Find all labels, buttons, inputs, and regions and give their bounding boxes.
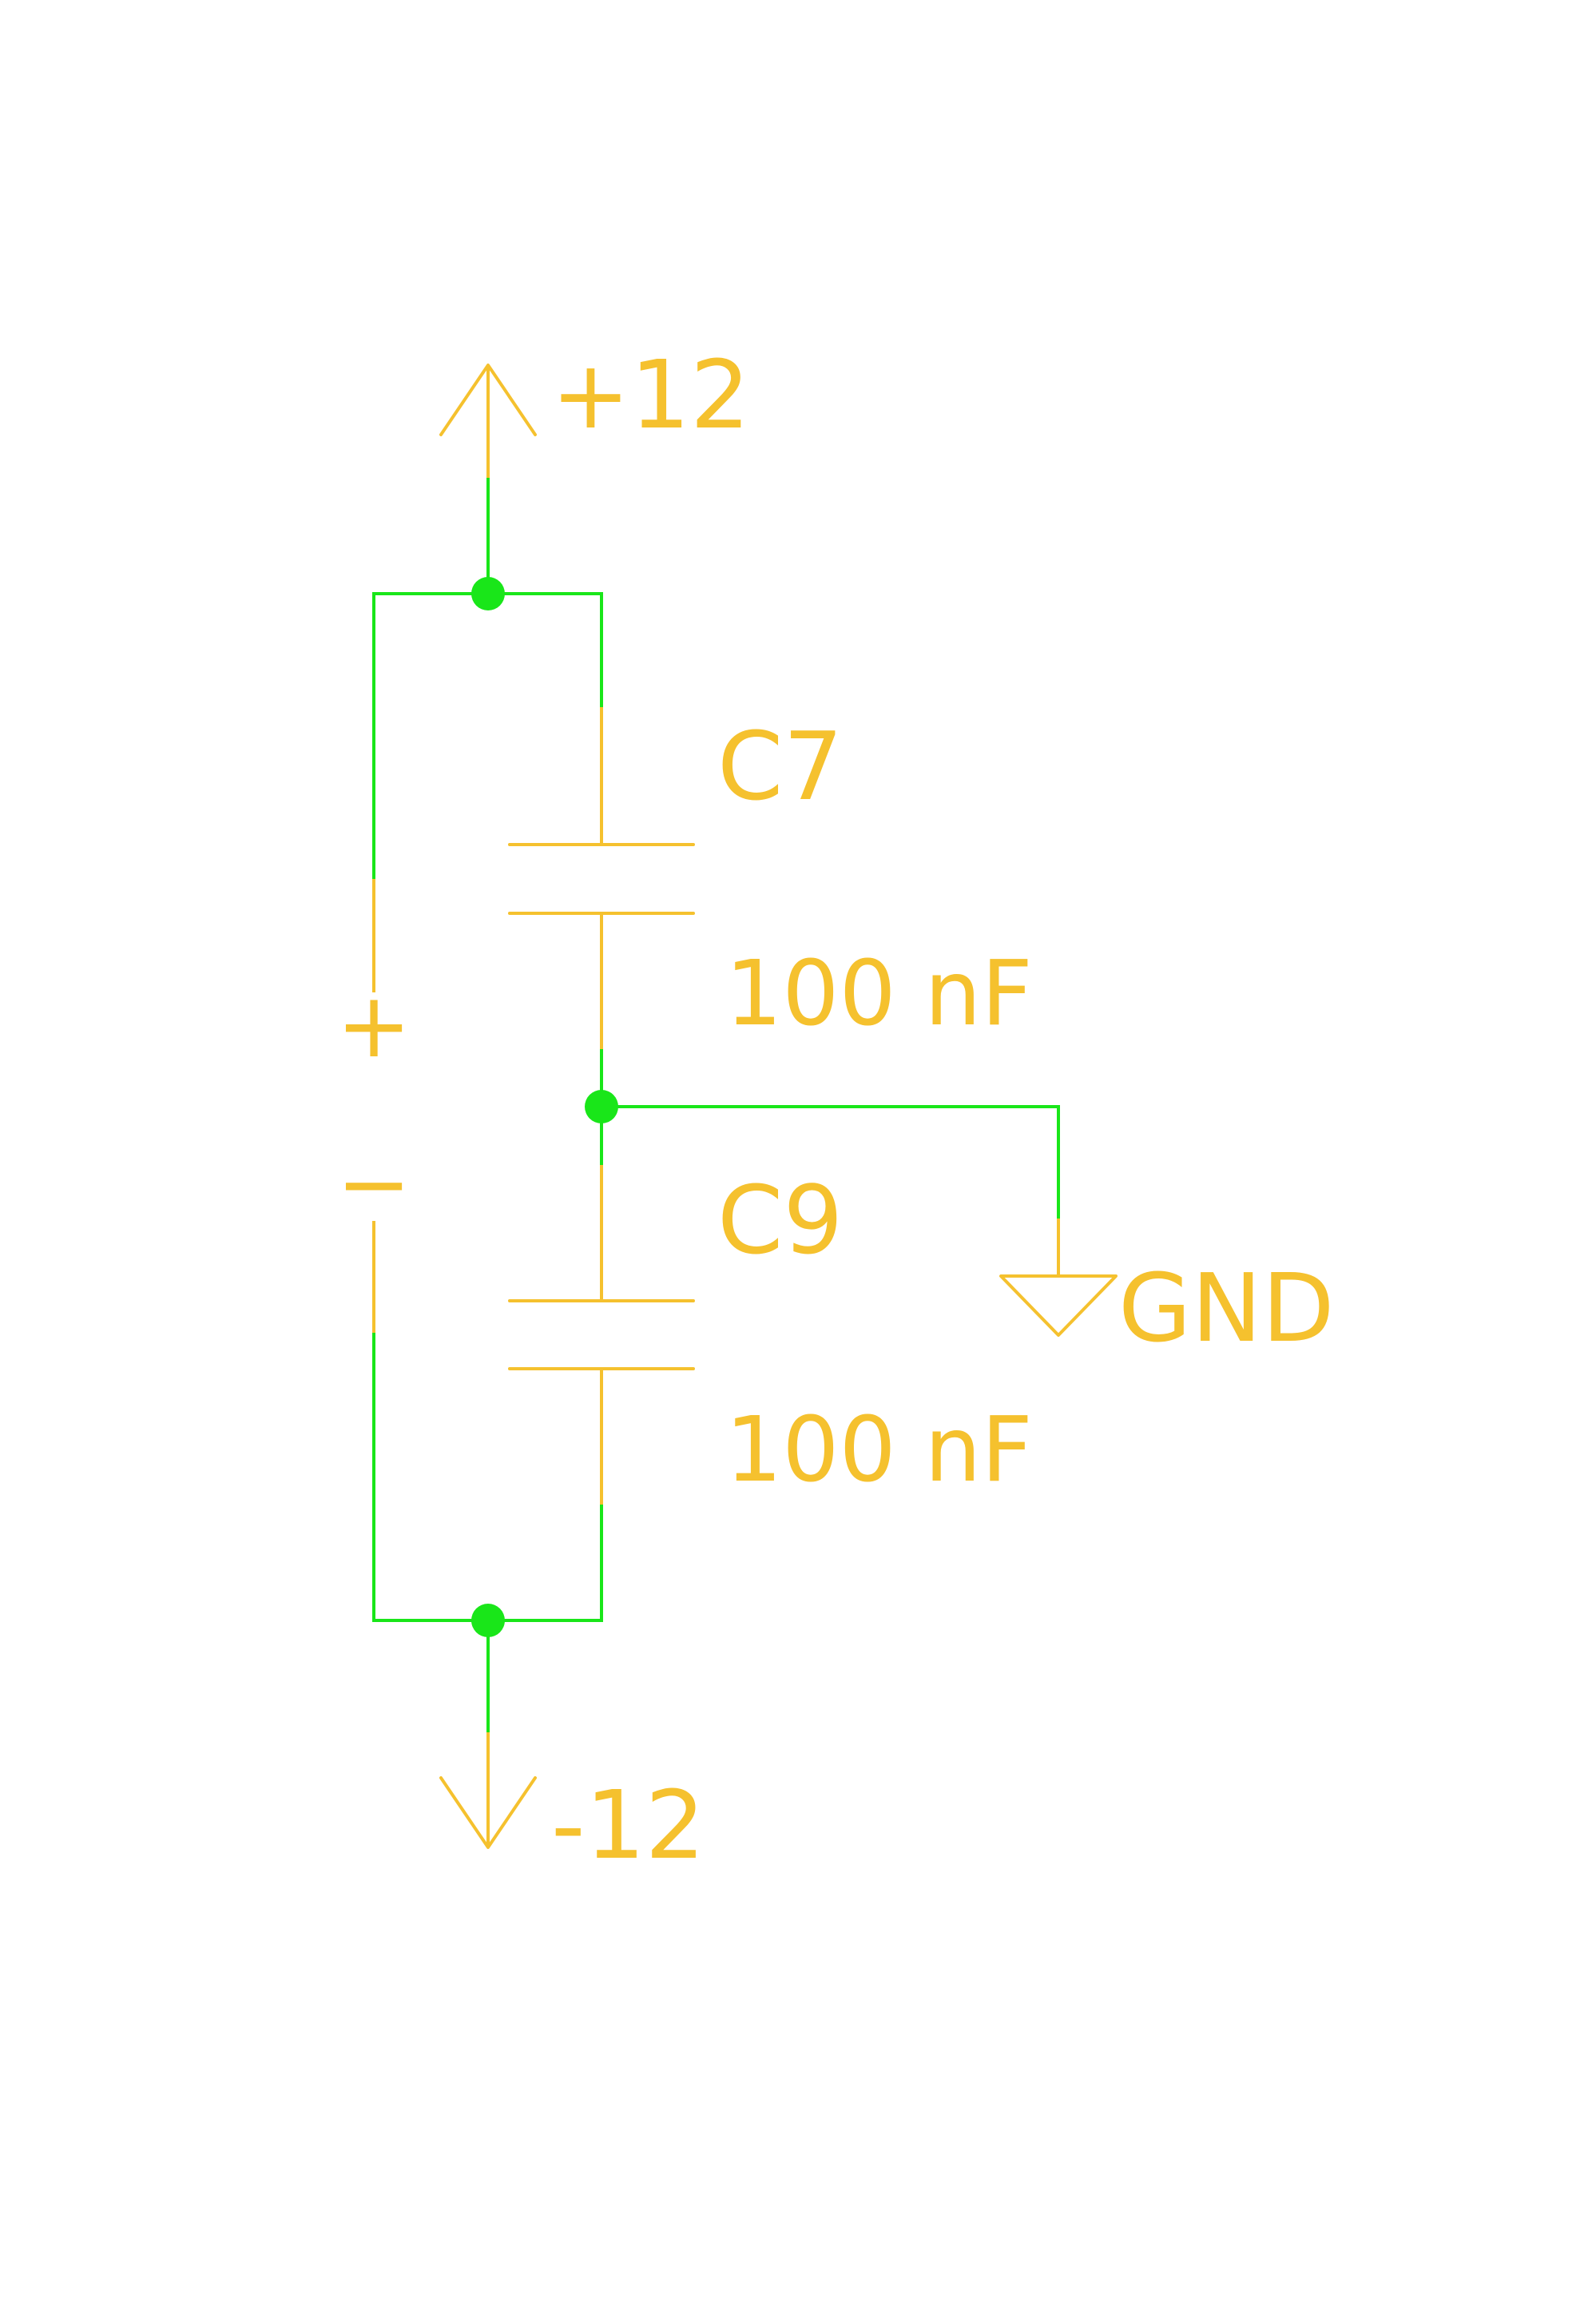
wire-top-net xyxy=(372,478,603,881)
capacitor-c9 xyxy=(508,1165,695,1506)
c7-value: 100 nF xyxy=(725,942,1033,1046)
ground-symbol xyxy=(999,1219,1118,1337)
c7-reference: C7 xyxy=(717,711,843,821)
ground-label: GND xyxy=(1118,1253,1335,1363)
power-positive-symbol xyxy=(439,364,537,479)
c9-reference: C9 xyxy=(717,1165,843,1275)
junction-middle xyxy=(585,1090,618,1123)
c9-value: 100 nF xyxy=(725,1398,1033,1502)
connector-minus-mark: − xyxy=(336,1132,411,1236)
junction-top xyxy=(471,577,505,610)
junction-bottom xyxy=(471,1604,505,1637)
wire-bottom-net xyxy=(372,1333,603,1734)
capacitor-c7 xyxy=(508,707,695,1051)
power-negative-label: -12 xyxy=(551,1770,705,1880)
connector-plus-mark: + xyxy=(336,974,411,1078)
power-negative-symbol xyxy=(439,1732,537,1849)
power-positive-label: +12 xyxy=(551,340,750,450)
